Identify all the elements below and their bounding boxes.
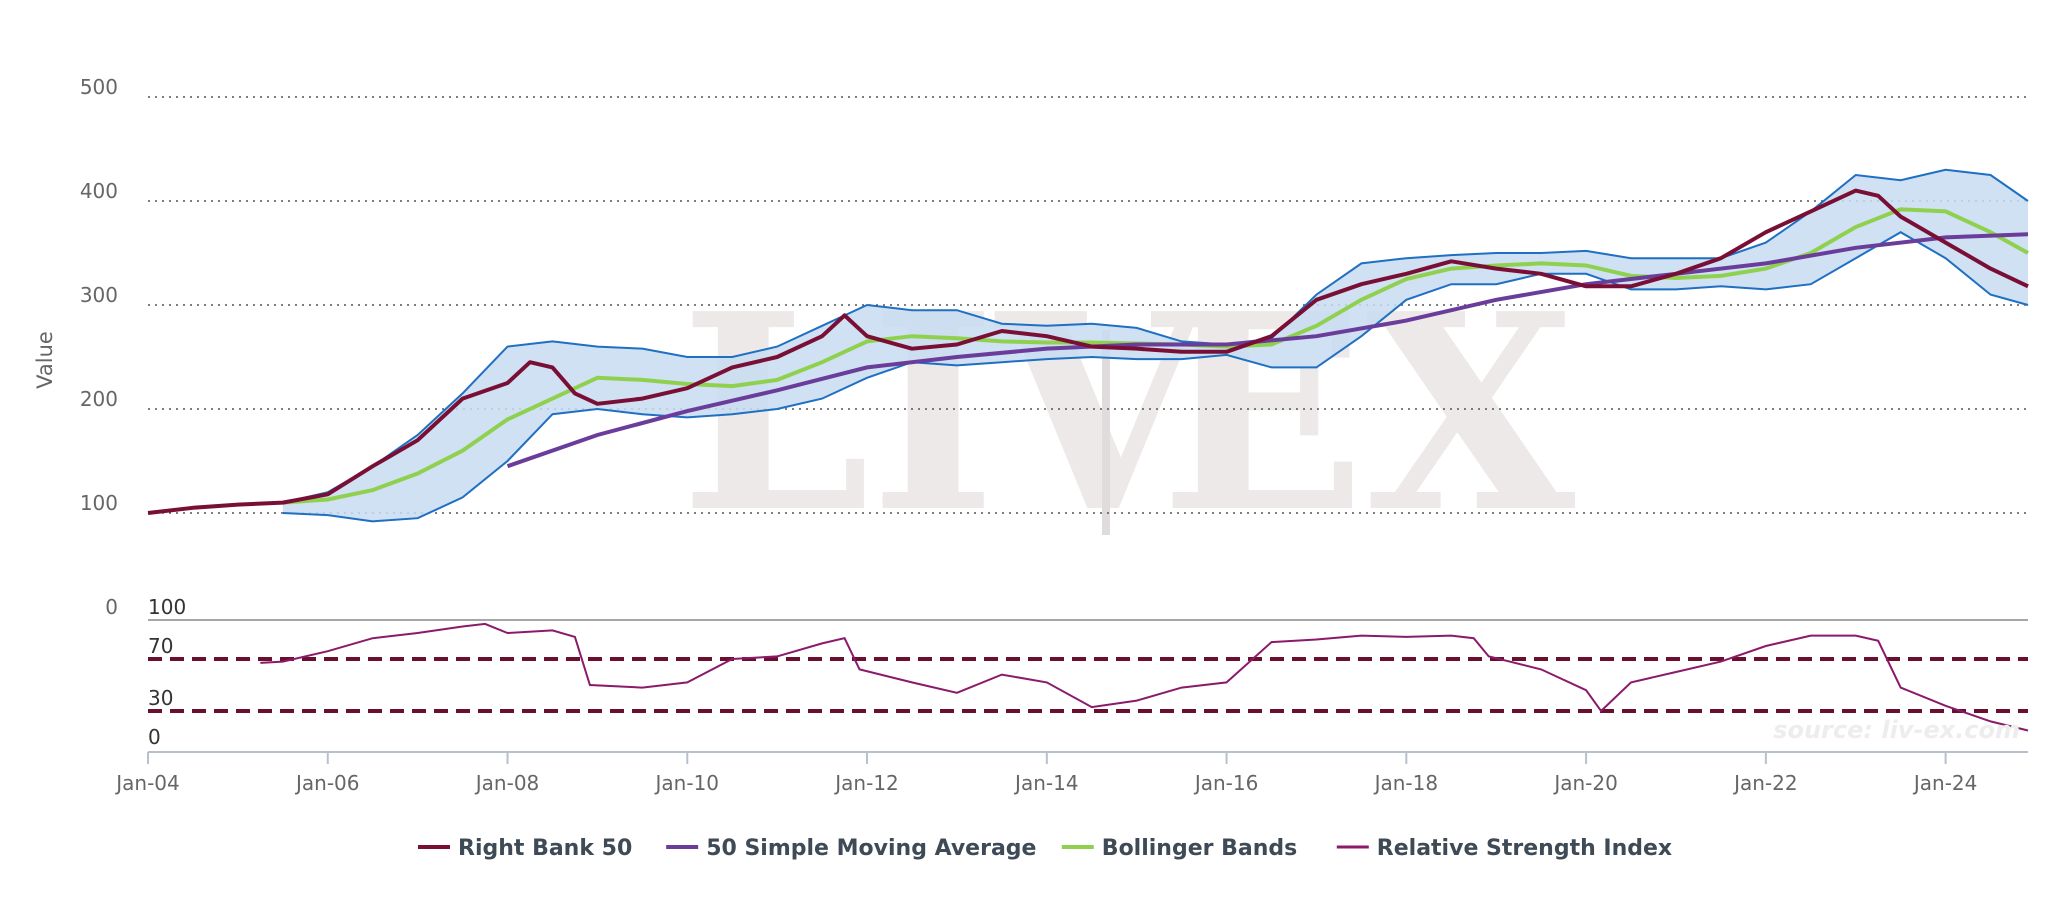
source-note: source: liv-ex.com xyxy=(1773,716,2020,744)
x-tick-label-Jan-18: Jan-18 xyxy=(1373,771,1439,795)
x-tick-label-Jan-10: Jan-10 xyxy=(654,771,720,795)
y-tick-label-200: 200 xyxy=(80,387,118,411)
y-tick-label-400: 400 xyxy=(80,179,118,203)
x-tick-label-Jan-08: Jan-08 xyxy=(474,771,540,795)
x-tick-label-Jan-22: Jan-22 xyxy=(1732,771,1798,795)
legend-item-3: Relative Strength Index xyxy=(1377,836,1672,861)
rsi-line xyxy=(260,622,2029,732)
legend: Right Bank 50 50 Simple Moving Average Bol… xyxy=(418,836,1672,861)
y-axis-title: Value xyxy=(33,331,57,389)
series-lines xyxy=(147,188,2029,515)
right-bank-50-line xyxy=(147,188,2029,515)
x-tick-label-Jan-12: Jan-12 xyxy=(833,771,899,795)
y-tick-label-500: 500 xyxy=(80,75,118,99)
rsi-tick-label-30: 30 xyxy=(148,686,173,710)
y-tick-label-100: 100 xyxy=(80,491,118,515)
x-axis: Jan-04 Jan-06 Jan-08 Jan-10 Jan-12 Jan-14 Jan-… xyxy=(114,751,2028,795)
watermark: LIV EX xyxy=(680,254,1577,572)
rsi-tick-label-0: 0 xyxy=(148,725,161,749)
watermark-divider xyxy=(1102,330,1110,535)
legend-item-1: 50 Simple Moving Average xyxy=(706,836,1036,861)
x-tick-label-Jan-06: Jan-06 xyxy=(294,771,360,795)
watermark-text: LIV xyxy=(680,254,1211,572)
legend-item-0: Right Bank 50 xyxy=(458,836,632,861)
gridlines xyxy=(148,96,2028,514)
x-tick-label-Jan-04: Jan-04 xyxy=(114,771,180,795)
rsi-tick-label-70: 70 xyxy=(148,634,173,658)
bollinger-upper-line xyxy=(282,168,2029,504)
legend-item-2: Bollinger Bands xyxy=(1102,836,1297,861)
y-tick-label-0: 0 xyxy=(105,595,118,619)
x-tick-label-Jan-24: Jan-24 xyxy=(1912,771,1978,795)
sma-line xyxy=(506,232,2029,469)
x-tick-label-Jan-14: Jan-14 xyxy=(1013,771,1079,795)
bollinger-lower-line xyxy=(282,231,2029,523)
y-tick-label-300: 300 xyxy=(80,283,118,307)
x-tick-label-Jan-16: Jan-16 xyxy=(1193,771,1259,795)
y-axis: 0 100 200 300 400 500 xyxy=(80,75,118,619)
rsi-tick-label-100: 100 xyxy=(148,595,186,619)
rsi-panel: 0 30 70 100 xyxy=(148,595,2029,749)
x-tick-label-Jan-20: Jan-20 xyxy=(1552,771,1618,795)
